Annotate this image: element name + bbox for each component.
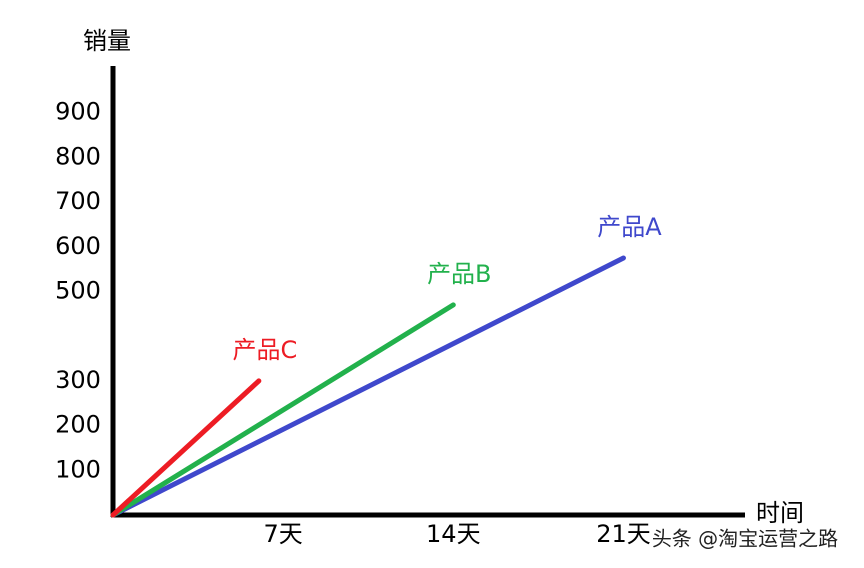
y-tick-label: 200 <box>55 411 101 439</box>
x-tick-label: 7天 <box>264 520 303 548</box>
y-tick-label: 300 <box>55 366 101 394</box>
series-label: 产品B <box>427 260 491 288</box>
y-tick-label: 900 <box>55 98 101 126</box>
series-label: 产品C <box>232 336 297 364</box>
y-axis-title: 销量 <box>83 27 131 55</box>
watermark: 头条 @淘宝运营之路 <box>652 527 838 551</box>
y-tick-label: 600 <box>55 232 101 260</box>
series-line <box>110 302 456 518</box>
x-axis-title: 时间 <box>756 499 804 527</box>
series-label: 产品A <box>597 213 662 241</box>
series-line <box>110 255 626 518</box>
y-tick-label: 100 <box>55 455 101 483</box>
y-tick-label: 700 <box>55 187 101 215</box>
y-tick-label: 500 <box>55 277 101 305</box>
series-line <box>110 378 262 518</box>
y-tick-label: 800 <box>55 142 101 170</box>
x-tick-label: 21天 <box>596 520 651 548</box>
x-tick-label: 14天 <box>426 520 481 548</box>
